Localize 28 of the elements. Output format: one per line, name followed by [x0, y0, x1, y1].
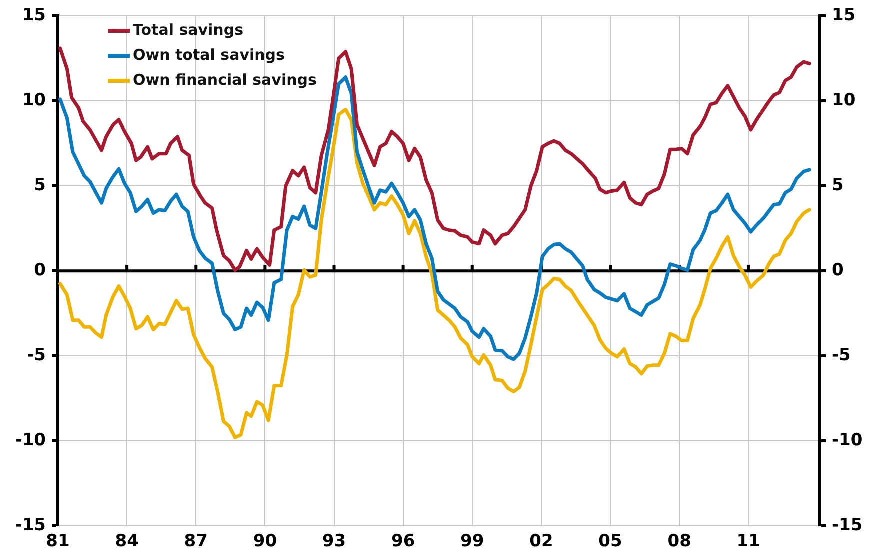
x-tick-label: 84 — [115, 532, 140, 552]
y2-tick-label: 10 — [832, 90, 856, 111]
y2-tick-label: -15 — [832, 515, 863, 536]
y-tick-label: -10 — [15, 430, 46, 450]
y2-tick-label: 15 — [832, 6, 856, 26]
y2-tick-label: -10 — [832, 430, 863, 450]
x-tick-label: 93 — [322, 532, 346, 552]
x-tick-label: 08 — [668, 532, 692, 552]
y-tick-label: 0 — [34, 260, 46, 281]
y2-tick-label: 0 — [832, 260, 844, 281]
y2-tick-label: -5 — [832, 345, 851, 366]
y-tick-label: -15 — [15, 515, 46, 536]
x-tick-label: 02 — [530, 532, 554, 552]
legend-label: Own total savings — [133, 45, 285, 66]
legend-label: Total savings — [133, 20, 244, 42]
y2-tick-label: 5 — [832, 176, 844, 196]
x-tick-label: 05 — [598, 532, 622, 552]
x-tick-label: 11 — [736, 532, 760, 552]
x-tick-label: 81 — [46, 532, 70, 552]
legend-label: Own financial savings — [133, 70, 317, 92]
y-tick-label: 10 — [22, 90, 46, 111]
x-tick-label: 87 — [184, 532, 208, 552]
x-tick-label: 99 — [460, 532, 484, 552]
y-tick-label: 5 — [34, 176, 46, 196]
x-tick-label: 90 — [253, 532, 278, 552]
y-tick-label: 15 — [22, 6, 46, 26]
x-tick-label: 96 — [391, 532, 416, 552]
y-tick-label: -5 — [27, 345, 46, 366]
